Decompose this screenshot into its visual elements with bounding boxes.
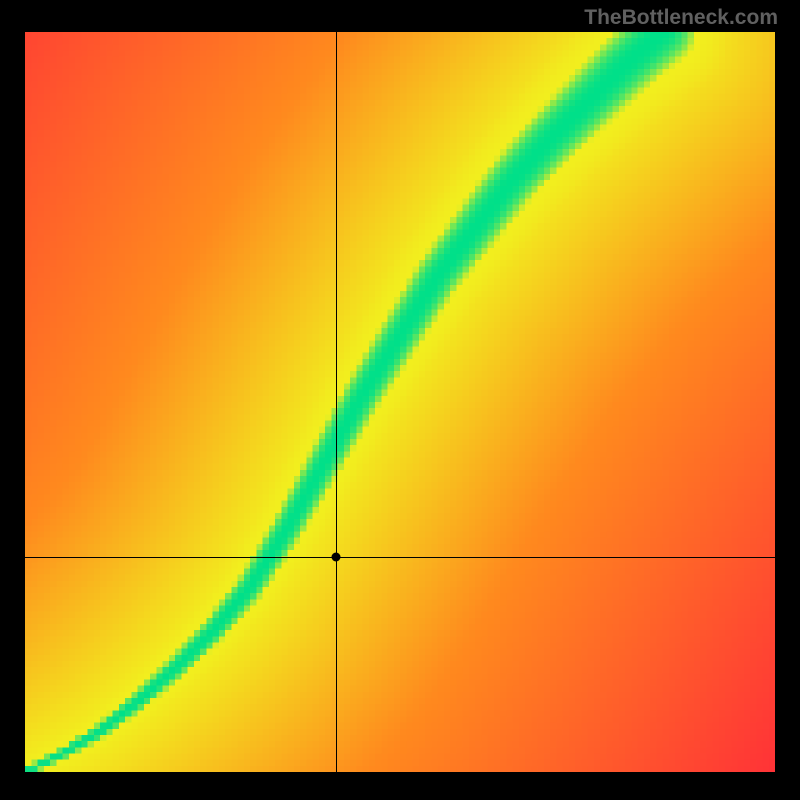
crosshair-vertical (336, 32, 337, 772)
crosshair-horizontal (25, 557, 775, 558)
heatmap-canvas (25, 32, 775, 772)
watermark-text: TheBottleneck.com (584, 6, 778, 30)
heatmap-plot (25, 32, 775, 772)
crosshair-point (332, 553, 341, 562)
chart-container: TheBottleneck.com (0, 0, 800, 800)
